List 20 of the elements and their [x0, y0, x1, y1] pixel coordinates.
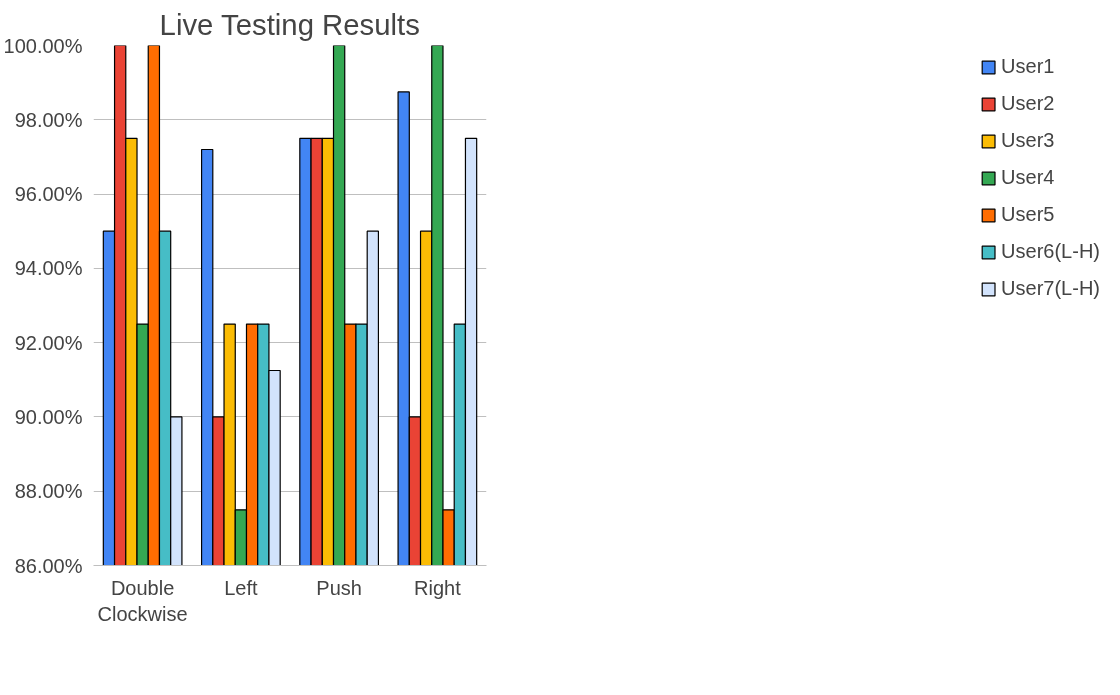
- legend-label: User5: [1001, 203, 1055, 226]
- chart-title: Live Testing Results: [159, 7, 420, 41]
- x-tick-label: Double Clockwise: [97, 576, 188, 625]
- y-tick-label: 90.00%: [14, 405, 83, 428]
- y-tick-label: 94.00%: [14, 257, 83, 280]
- legend-label: User4: [1001, 166, 1055, 189]
- legend-label: User7(L-H): [1001, 277, 1100, 300]
- x-tick-label: Left: [224, 576, 258, 599]
- y-tick-label: 98.00%: [14, 108, 83, 131]
- legend-label: User1: [1001, 55, 1055, 78]
- y-tick-label: 86.00%: [14, 554, 83, 577]
- x-tick-label: Push: [316, 576, 362, 599]
- legend-label: User2: [1001, 92, 1055, 115]
- y-tick-label: 88.00%: [14, 480, 83, 503]
- y-tick-label: 96.00%: [14, 183, 83, 206]
- legend-label: User6(L-H): [1001, 240, 1100, 263]
- y-tick-label: 100.00%: [3, 34, 83, 57]
- y-tick-label: 92.00%: [14, 331, 83, 354]
- x-tick-label: Right: [414, 576, 462, 599]
- legend-label: User3: [1001, 129, 1055, 152]
